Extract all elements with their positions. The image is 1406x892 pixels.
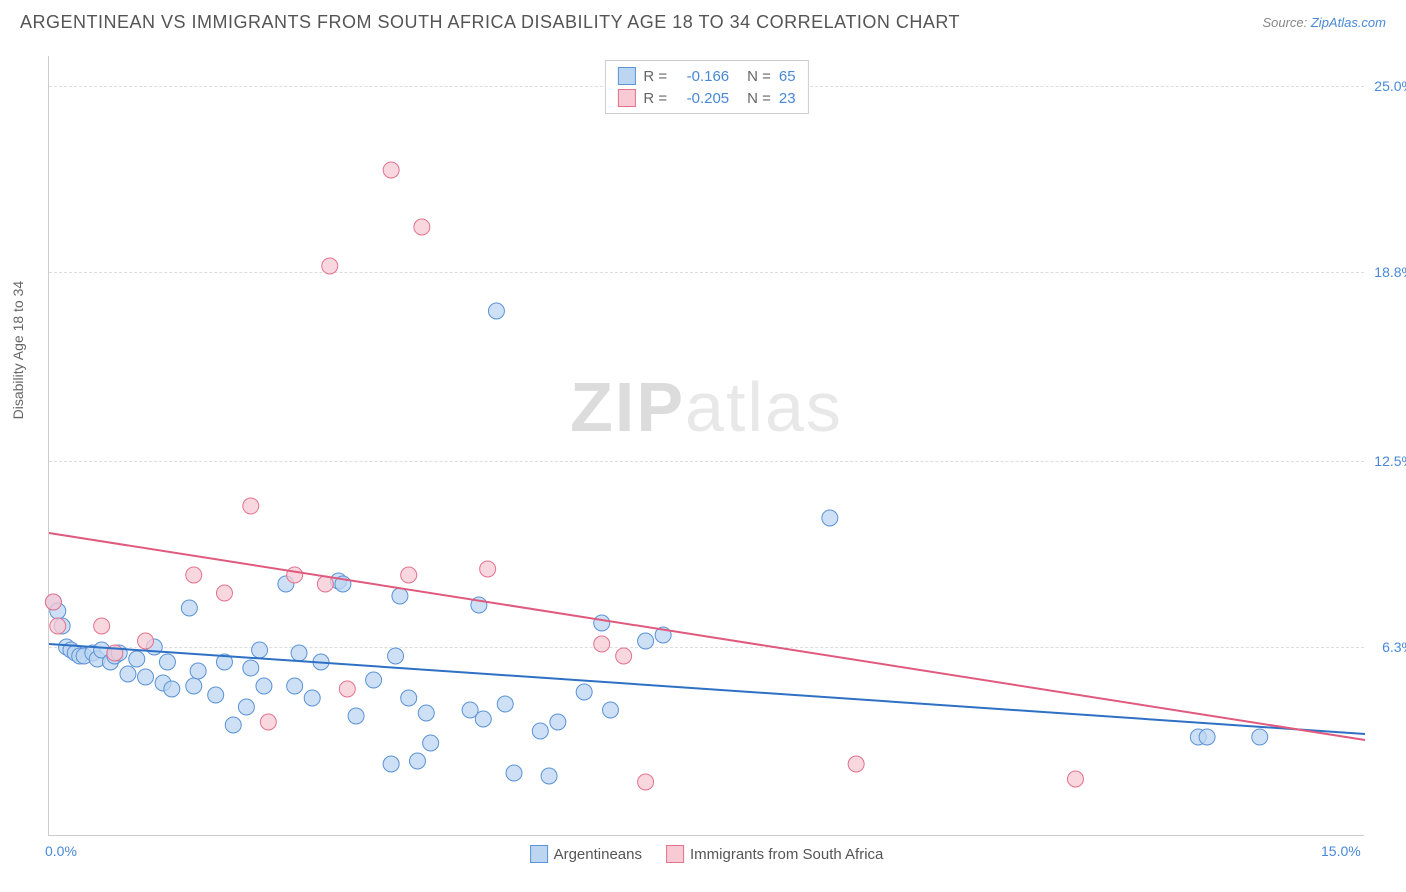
legend-swatch	[530, 845, 548, 863]
r-value: -0.205	[675, 90, 729, 107]
data-point	[304, 690, 320, 706]
legend-swatch	[666, 845, 684, 863]
source-attribution: Source: ZipAtlas.com	[1262, 15, 1386, 30]
r-value: -0.166	[675, 68, 729, 85]
data-point	[602, 702, 618, 718]
data-point	[120, 666, 136, 682]
data-point	[388, 648, 404, 664]
data-point	[423, 735, 439, 751]
data-point	[138, 669, 154, 685]
data-point	[638, 774, 654, 790]
legend-item: Immigrants from South Africa	[666, 845, 883, 863]
n-label: N =	[747, 90, 771, 107]
data-point	[208, 687, 224, 703]
y-tick-label: 25.0%	[1374, 78, 1406, 94]
data-point	[348, 708, 364, 724]
data-point	[291, 645, 307, 661]
data-point	[50, 618, 66, 634]
chart-container: Disability Age 18 to 34 ZIPatlas 6.3%12.…	[48, 56, 1388, 836]
data-point	[488, 303, 504, 319]
legend-label: Immigrants from South Africa	[690, 846, 883, 863]
data-point	[186, 678, 202, 694]
data-point	[497, 696, 513, 712]
data-point	[1067, 771, 1083, 787]
scatter-plot	[49, 56, 1364, 835]
header: ARGENTINEAN VS IMMIGRANTS FROM SOUTH AFR…	[0, 0, 1406, 41]
data-point	[317, 576, 333, 592]
data-point	[822, 510, 838, 526]
y-axis-label: Disability Age 18 to 34	[10, 281, 26, 420]
data-point	[216, 585, 232, 601]
source-link[interactable]: ZipAtlas.com	[1311, 15, 1386, 30]
data-point	[848, 756, 864, 772]
y-tick-label: 6.3%	[1382, 639, 1406, 655]
data-point	[159, 654, 175, 670]
r-label: R =	[643, 68, 667, 85]
stats-legend: R = -0.166 N = 65 R = -0.205 N = 23	[604, 60, 808, 114]
data-point	[225, 717, 241, 733]
legend-swatch	[617, 89, 635, 107]
legend-swatch	[617, 67, 635, 85]
data-point	[287, 678, 303, 694]
data-point	[190, 663, 206, 679]
data-point	[594, 615, 610, 631]
data-point	[138, 633, 154, 649]
y-tick-label: 18.8%	[1374, 264, 1406, 280]
data-point	[383, 162, 399, 178]
data-point	[252, 642, 268, 658]
data-point	[506, 765, 522, 781]
data-point	[638, 633, 654, 649]
n-value: 23	[779, 90, 796, 107]
data-point	[1252, 729, 1268, 745]
plot-area: ZIPatlas 6.3%12.5%18.8%25.0% R =-0.166N …	[48, 56, 1364, 836]
data-point	[480, 561, 496, 577]
n-value: 65	[779, 68, 796, 85]
series-legend: Argentineans Immigrants from South Africa	[530, 845, 884, 863]
data-point	[164, 681, 180, 697]
n-label: N =	[747, 68, 771, 85]
data-point	[45, 594, 61, 610]
data-point	[594, 636, 610, 652]
legend-item: Argentineans	[530, 845, 642, 863]
data-point	[256, 678, 272, 694]
y-tick-label: 12.5%	[1374, 453, 1406, 469]
x-tick-label: 15.0%	[1321, 843, 1361, 859]
source-prefix: Source:	[1262, 15, 1310, 30]
data-point	[243, 660, 259, 676]
data-point	[243, 498, 259, 514]
data-point	[550, 714, 566, 730]
trend-line	[49, 644, 1365, 734]
data-point	[541, 768, 557, 784]
data-point	[322, 258, 338, 274]
data-point	[186, 567, 202, 583]
data-point	[181, 600, 197, 616]
data-point	[409, 753, 425, 769]
data-point	[339, 681, 355, 697]
data-point	[576, 684, 592, 700]
stats-row: R = -0.205 N = 23	[617, 87, 795, 109]
data-point	[392, 588, 408, 604]
data-point	[1199, 729, 1215, 745]
data-point	[475, 711, 491, 727]
data-point	[616, 648, 632, 664]
data-point	[414, 219, 430, 235]
chart-title: ARGENTINEAN VS IMMIGRANTS FROM SOUTH AFR…	[20, 12, 960, 33]
data-point	[401, 567, 417, 583]
legend-label: Argentineans	[554, 846, 642, 863]
data-point	[260, 714, 276, 730]
x-tick-label: 0.0%	[45, 843, 77, 859]
data-point	[366, 672, 382, 688]
data-point	[94, 618, 110, 634]
data-point	[238, 699, 254, 715]
data-point	[401, 690, 417, 706]
stats-row: R = -0.166 N = 65	[617, 65, 795, 87]
data-point	[383, 756, 399, 772]
r-label: R =	[643, 90, 667, 107]
data-point	[129, 651, 145, 667]
data-point	[418, 705, 434, 721]
data-point	[532, 723, 548, 739]
data-point	[287, 567, 303, 583]
